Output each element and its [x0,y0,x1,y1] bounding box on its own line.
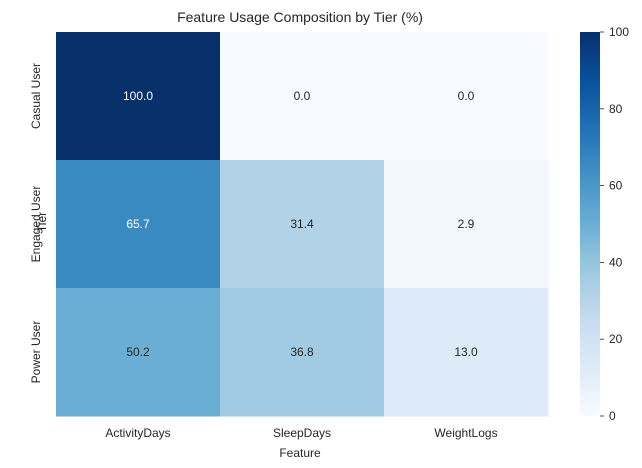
x-tick-labels: ActivityDays SleepDays WeightLogs [105,426,497,440]
cell-value-label: 31.4 [290,217,314,231]
y-tick-labels: Casual User Engaged User Power User [29,63,43,383]
cell-value-label: 2.9 [458,217,475,231]
heatmap-cell [56,160,221,289]
cell-value-label: 65.7 [126,217,150,231]
colorbar-ticks: 0 20 40 60 80 100 [600,25,629,423]
colorbar-tick-label: 100 [609,25,629,39]
heatmap-cells [56,32,549,417]
cell-value-label: 0.0 [458,89,475,103]
heatmap-cell-labels: 100.0 0.0 0.0 65.7 31.4 2.9 50.2 36.8 13.0 [123,89,478,359]
y-tick-label: Power User [29,321,43,384]
cell-value-label: 13.0 [454,345,478,359]
chart-title: Feature Usage Composition by Tier (%) [177,9,423,25]
heatmap-cell [384,288,549,417]
cell-value-label: 36.8 [290,345,314,359]
x-axis-label: Feature [279,446,321,460]
heatmap-cell [220,160,385,289]
cell-value-label: 100.0 [123,89,153,103]
x-tick-label: WeightLogs [434,426,497,440]
y-tick-label: Casual User [29,63,43,129]
heatmap-cell [56,288,221,417]
heatmap-cell [220,32,385,161]
colorbar [580,32,600,416]
colorbar-tick-label: 20 [609,332,623,346]
x-tick-label: ActivityDays [105,426,170,440]
y-tick-label: Engaged User [29,186,43,263]
colorbar-tick-label: 0 [609,409,616,423]
x-tick-label: SleepDays [273,426,331,440]
colorbar-tick-label: 40 [609,255,623,269]
heatmap-cell [220,288,385,417]
cell-value-label: 0.0 [294,89,311,103]
y-axis-label: Tier [35,212,49,232]
heatmap-cell [56,32,221,161]
cell-value-label: 50.2 [126,345,150,359]
heatmap-cell [384,32,549,161]
colorbar-tick-label: 80 [609,102,623,116]
heatmap-cell [384,160,549,289]
colorbar-tick-label: 60 [609,179,623,193]
